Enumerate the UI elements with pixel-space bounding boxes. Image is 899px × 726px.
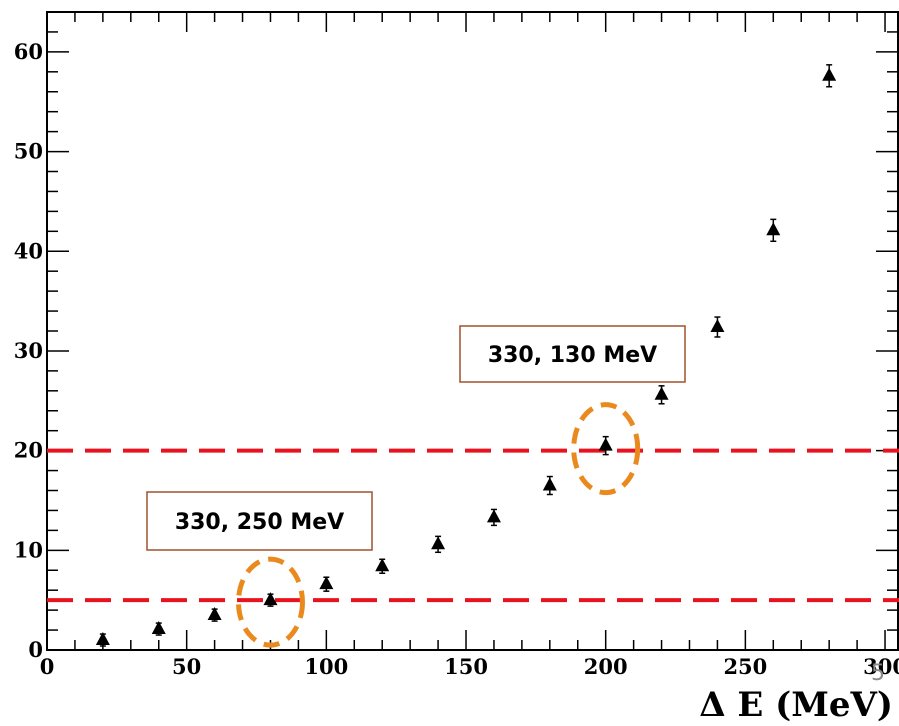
- data-point: [375, 558, 390, 572]
- data-point: [207, 607, 222, 621]
- y-tick-label: 60: [14, 39, 43, 64]
- data-point: [766, 222, 781, 236]
- data-point: [542, 477, 557, 491]
- annotation-box: [459, 325, 686, 383]
- x-tick-label: 50: [172, 654, 201, 679]
- page-number: 5: [871, 661, 885, 686]
- annotation-box: [146, 491, 373, 551]
- data-point: [710, 318, 725, 332]
- data-point: [319, 576, 334, 590]
- highlight-ellipse: [571, 402, 641, 496]
- data-point: [822, 67, 837, 81]
- data-point: [598, 437, 613, 451]
- annotation-label: 330, 130 MeV: [488, 343, 657, 368]
- y-tick-label: 10: [14, 537, 43, 562]
- x-tick-label: 200: [584, 654, 628, 679]
- y-tick-label: 50: [14, 139, 43, 164]
- data-point: [431, 536, 446, 550]
- x-tick-label: 100: [304, 654, 348, 679]
- x-tick-label: 300: [863, 654, 899, 679]
- highlight-ellipse: [235, 556, 305, 648]
- data-point: [151, 621, 166, 635]
- y-tick-label: 0: [28, 637, 43, 662]
- x-tick-label: 0: [40, 654, 55, 679]
- x-tick-label: 250: [723, 654, 767, 679]
- y-tick-label: 20: [14, 438, 43, 463]
- y-tick-label: 40: [14, 238, 43, 263]
- data-point: [486, 509, 501, 523]
- data-point: [263, 592, 278, 606]
- data-point: [654, 386, 669, 400]
- x-tick-label: 150: [444, 654, 488, 679]
- y-tick-label: 30: [14, 338, 43, 363]
- annotation-label: 330, 250 MeV: [175, 510, 344, 535]
- x-axis-title: Δ E (MeV): [699, 685, 893, 725]
- data-point: [95, 631, 110, 645]
